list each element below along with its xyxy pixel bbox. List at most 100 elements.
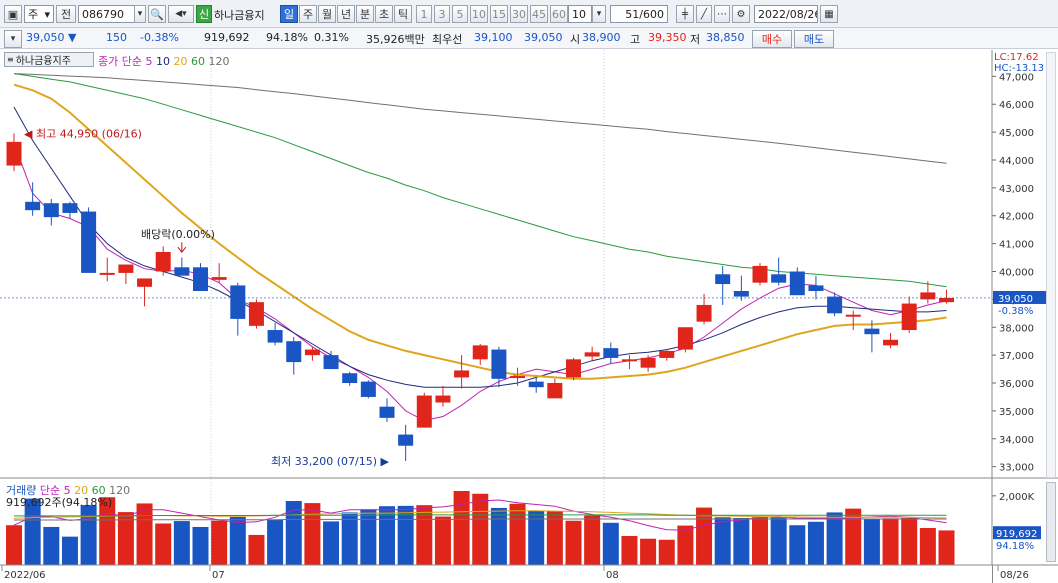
interval-30[interactable]: 30 (510, 5, 528, 23)
count-max: /600 (639, 7, 664, 21)
volume-bar (602, 522, 619, 565)
high-price: 39,350 (648, 31, 687, 44)
open-price: 38,900 (582, 31, 621, 44)
tab-초[interactable]: 초 (375, 5, 393, 23)
current-pct-tag-label: -0.38% (998, 306, 1033, 317)
stock-name: 하나금융지 (214, 9, 265, 22)
interval-45[interactable]: 45 (530, 5, 548, 23)
quote-toggle-icon[interactable]: ▾ (4, 30, 22, 48)
window-menu-icon[interactable]: ▣ (4, 5, 22, 23)
y-tick-label: 37,000 (999, 351, 1034, 362)
price-chart[interactable]: 47,000 46,000 45,000 44,000 43,000 42,000 41,0… (0, 50, 1058, 583)
code-dropdown-icon[interactable]: ▾ (134, 5, 146, 23)
candle-body (827, 296, 843, 314)
candle-body (304, 349, 320, 356)
interval-60[interactable]: 60 (550, 5, 568, 23)
vol-ma-20-legend: 20 (70, 484, 89, 497)
tab-년[interactable]: 년 (337, 5, 355, 23)
y-tick-label: 40,000 (999, 268, 1034, 279)
volume-bar (565, 520, 582, 565)
y-tick-label: 42,000 (999, 212, 1034, 223)
y-tick-label: 34,000 (999, 435, 1034, 446)
price-scrollbar[interactable] (1046, 52, 1056, 478)
tab-일[interactable]: 일 (280, 5, 298, 23)
draw-tool-icon[interactable]: ╱ (696, 5, 712, 23)
candle-body (696, 304, 712, 322)
candle-body (360, 381, 376, 397)
volume-bar (267, 519, 284, 565)
candle-body (379, 406, 395, 418)
stock-name-tag[interactable]: ≡ 하나금융지주 (4, 52, 94, 67)
candle-body (677, 327, 693, 350)
volume-current-tag-label: 919,692 (996, 529, 1037, 540)
settings-icon[interactable]: ⚙ (732, 5, 750, 23)
current-price: 39,050 ▼ (26, 31, 77, 44)
interval-3[interactable]: 3 (434, 5, 450, 23)
interval-10[interactable]: 10 (470, 5, 488, 23)
ma-5-legend: 5 (145, 55, 153, 68)
open-label: 시 (570, 33, 581, 46)
search-icon[interactable]: 🔍 (148, 5, 166, 23)
market-select[interactable]: 주 ▾ (24, 5, 54, 23)
candle-body (286, 341, 302, 363)
interval-15[interactable]: 15 (490, 5, 508, 23)
period-toggle-button[interactable]: 전 (56, 5, 76, 23)
y-tick-label: 35,000 (999, 407, 1034, 418)
candle-body (230, 285, 246, 319)
candle-body (155, 251, 171, 272)
candle-body (62, 203, 78, 213)
volume-scale-label: 2,000K (999, 492, 1035, 503)
ma-10-line (13, 106, 947, 388)
speaker-icon[interactable]: ◀▾ (168, 5, 194, 23)
candle-body (715, 274, 731, 285)
volume-bar (621, 535, 638, 565)
interval-5[interactable]: 5 (452, 5, 468, 23)
ma-20-line (13, 83, 947, 380)
tab-분[interactable]: 분 (356, 5, 374, 23)
y-tick-label: 47,000 (999, 72, 1034, 83)
volume-bar (416, 505, 433, 565)
volume-ma-120-line (14, 518, 947, 521)
buy-button[interactable]: 매수 (752, 30, 792, 48)
date-input[interactable]: 2022/08/26 (754, 5, 818, 23)
volume-bar (714, 517, 731, 565)
interval-dropdown-icon[interactable]: ▾ (592, 5, 606, 23)
volume-bar (882, 518, 899, 565)
interval-1[interactable]: 1 (416, 5, 432, 23)
volume-scrollbar[interactable] (1046, 482, 1056, 562)
sell-button[interactable]: 매도 (794, 30, 834, 48)
volume-bar (360, 509, 377, 565)
y-tick-label: 46,000 (999, 100, 1034, 111)
count-input[interactable]: 51/600 (610, 5, 668, 23)
ma-60-legend: 60 (187, 55, 205, 68)
calendar-icon[interactable]: ▦ (820, 5, 838, 23)
volume-bar (677, 525, 694, 565)
candle-body (137, 278, 153, 287)
tab-월[interactable]: 월 (318, 5, 336, 23)
candle-body (43, 203, 59, 218)
price-change: 150 (106, 31, 127, 44)
indicator-icon[interactable]: ⋯ (714, 5, 730, 23)
change-percent: -0.38% (140, 31, 179, 44)
stock-code-input[interactable]: 086790 (78, 5, 136, 23)
candle-body (789, 271, 805, 296)
volume-bar (397, 505, 414, 565)
date-label: 08 (606, 570, 619, 581)
candle-body (118, 264, 134, 273)
candle-type-icon[interactable]: ╪ (676, 5, 694, 23)
candle-body (472, 345, 488, 360)
tab-주[interactable]: 주 (299, 5, 317, 23)
volume-bar (640, 538, 657, 565)
volume-bar (80, 505, 97, 565)
ma-20-legend: 20 (169, 55, 188, 68)
ma-120-legend: 120 (204, 55, 230, 68)
candle-body (845, 314, 861, 317)
volume-legend-label: 거래량 (6, 484, 37, 497)
candle-body (174, 267, 190, 276)
tab-틱[interactable]: 틱 (394, 5, 412, 23)
candle-body (752, 265, 768, 283)
volume-bar (752, 517, 768, 565)
interval-input[interactable]: 10 (568, 5, 592, 23)
dividend-arrow-icon (177, 242, 187, 254)
volume-bar (453, 490, 470, 565)
